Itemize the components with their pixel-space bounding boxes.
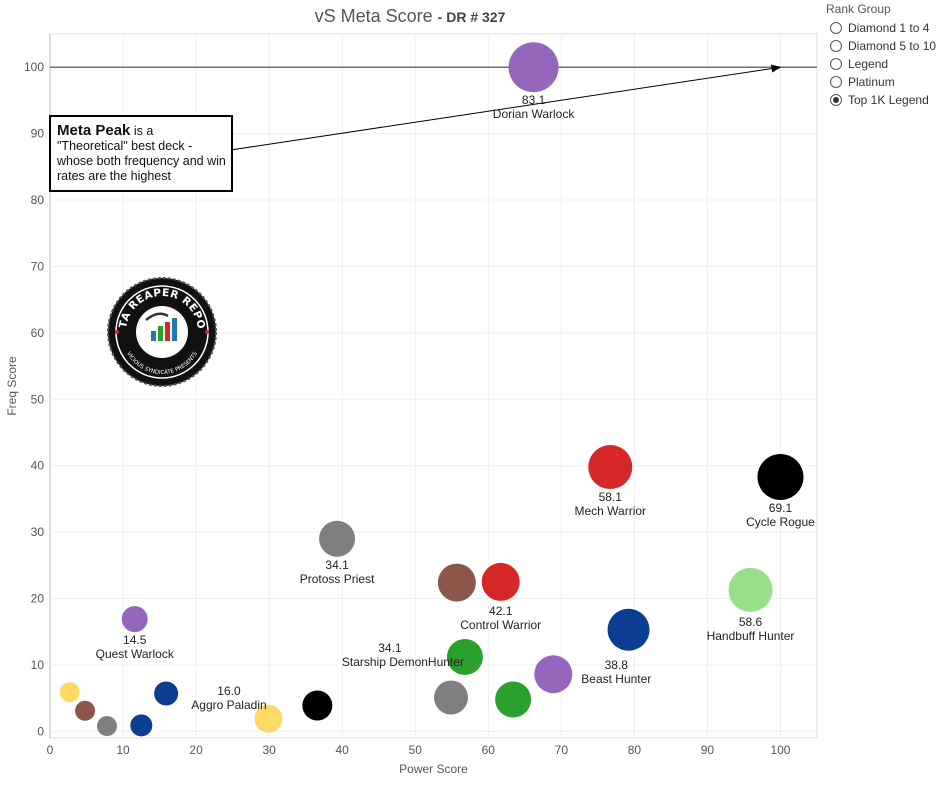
deck-point xyxy=(319,520,356,557)
deck-score-label: 83.1 xyxy=(522,93,546,107)
y-tick-label: 100 xyxy=(24,60,44,74)
y-tick-label: 40 xyxy=(31,459,45,473)
x-tick-label: 50 xyxy=(409,743,423,757)
logo-bar-icon xyxy=(151,331,156,341)
x-tick-label: 20 xyxy=(189,743,203,757)
deck-point xyxy=(302,690,333,721)
y-tick-label: 50 xyxy=(31,392,45,406)
deck-point xyxy=(154,681,179,706)
y-tick-label: 70 xyxy=(31,259,45,273)
legend-title: Rank Group xyxy=(826,2,891,16)
y-tick-label: 10 xyxy=(31,658,45,672)
meta-peak-arrow xyxy=(228,64,782,151)
chart-title-main: vS Meta Score xyxy=(314,6,433,26)
deck-point xyxy=(607,608,650,651)
deck-score-label: 34.1 xyxy=(325,558,349,572)
deck-name-label: Mech Warrior xyxy=(574,504,646,518)
y-tick-label: 20 xyxy=(31,592,45,606)
legend-option-label: Platinum xyxy=(848,75,895,89)
chart-title-sub: - DR # 327 xyxy=(437,9,506,25)
deck-score-label: 34.1 xyxy=(378,641,402,655)
x-tick-label: 0 xyxy=(47,743,54,757)
x-axis-label: Power Score xyxy=(399,762,468,776)
radio-icon[interactable] xyxy=(830,40,842,52)
deck-point xyxy=(481,562,520,601)
data-reaper-report-logo: DATA REAPER REPORT VICIOUS SYNDICATE PRE… xyxy=(106,276,217,387)
deck-score-label: 58.6 xyxy=(739,615,763,629)
x-tick-label: 30 xyxy=(262,743,276,757)
legend-option-diamond-1-4[interactable]: Diamond 1 to 4 xyxy=(826,19,942,37)
x-tick-label: 100 xyxy=(770,743,790,757)
deck-name-label: Quest Warlock xyxy=(96,647,175,661)
deck-name-label: Control Warrior xyxy=(460,618,541,632)
radio-selected-icon[interactable] xyxy=(830,94,842,106)
deck-name-label: Handbuff Hunter xyxy=(707,629,795,643)
deck-score-label: 58.1 xyxy=(599,490,623,504)
meta-peak-annotation: Meta Peak is a "Theoretical" best deck -… xyxy=(49,115,233,192)
legend-option-label: Top 1K Legend xyxy=(848,93,929,107)
deck-point xyxy=(96,716,117,737)
deck-score-label: 69.1 xyxy=(769,501,793,515)
deck-name-label: Dorian Warlock xyxy=(493,107,576,121)
deck-name-label: Starship DemonHunter xyxy=(342,655,464,669)
legend-option-top-1k-legend[interactable]: Top 1K Legend xyxy=(826,91,942,109)
x-tick-label: 80 xyxy=(628,743,642,757)
deck-score-label: 42.1 xyxy=(489,604,513,618)
deck-point xyxy=(59,682,80,703)
deck-name-label: Protoss Priest xyxy=(300,572,375,586)
deck-point xyxy=(588,445,633,490)
y-tick-label: 80 xyxy=(31,193,45,207)
logo-bar-icon xyxy=(172,318,177,341)
deck-point xyxy=(75,700,96,721)
y-axis-label: Freq Score xyxy=(5,356,19,416)
legend-option-label: Legend xyxy=(848,57,889,71)
legend-option-diamond-5-10[interactable]: Diamond 5 to 10 xyxy=(826,37,942,55)
legend-option-label: Diamond 5 to 10 xyxy=(848,39,937,53)
deck-name-label: Beast Hunter xyxy=(581,672,651,686)
deck-point xyxy=(508,42,559,93)
deck-point xyxy=(434,680,469,715)
logo-scythe-icon xyxy=(145,312,169,321)
deck-point xyxy=(446,638,483,675)
radio-icon[interactable] xyxy=(830,76,842,88)
deck-point xyxy=(728,567,773,612)
logo-star-icon xyxy=(115,330,119,334)
chart-title: vS Meta Score - DR # 327 xyxy=(0,6,820,27)
deck-point xyxy=(495,681,532,718)
legend-option-legend[interactable]: Legend xyxy=(826,55,942,73)
logo-bar-icon xyxy=(165,322,170,341)
deck-point xyxy=(757,453,804,500)
legend-option-platinum[interactable]: Platinum xyxy=(826,73,942,91)
annotation-text: is a "Theoretical" best deck - whose bot… xyxy=(57,124,226,183)
radio-icon[interactable] xyxy=(830,58,842,70)
x-tick-label: 40 xyxy=(336,743,350,757)
rank-group-legend: Rank Group Diamond 1 to 4 Diamond 5 to 1… xyxy=(826,2,942,109)
deck-score-label: 16.0 xyxy=(217,684,241,698)
deck-point xyxy=(121,606,148,633)
logo-star-icon xyxy=(205,330,209,334)
annotation-heading: Meta Peak xyxy=(57,122,131,139)
deck-point xyxy=(534,655,573,694)
x-tick-label: 70 xyxy=(555,743,569,757)
deck-name-label: Aggro Paladin xyxy=(191,698,266,712)
y-tick-label: 90 xyxy=(31,127,45,141)
deck-point xyxy=(437,563,476,602)
deck-point xyxy=(130,714,153,737)
y-tick-label: 0 xyxy=(37,724,44,738)
x-tick-label: 10 xyxy=(116,743,130,757)
legend-option-label: Diamond 1 to 4 xyxy=(848,21,930,35)
x-tick-label: 90 xyxy=(701,743,715,757)
y-tick-label: 60 xyxy=(31,326,45,340)
x-tick-label: 60 xyxy=(482,743,496,757)
deck-point xyxy=(254,704,283,733)
deck-score-label: 14.5 xyxy=(123,633,147,647)
radio-icon[interactable] xyxy=(830,22,842,34)
deck-score-label: 38.8 xyxy=(605,658,629,672)
logo-bar-icon xyxy=(158,326,163,341)
deck-name-label: Cycle Rogue xyxy=(746,515,815,529)
y-tick-label: 30 xyxy=(31,525,45,539)
